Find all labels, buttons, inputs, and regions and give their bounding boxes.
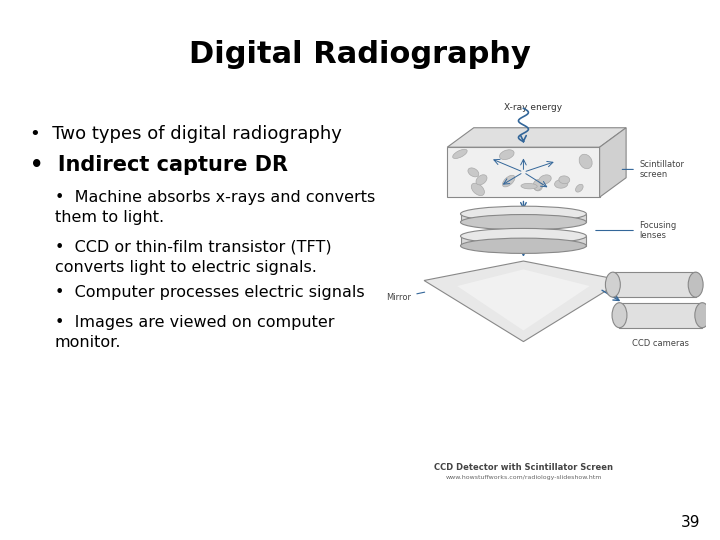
Ellipse shape bbox=[575, 184, 583, 192]
Ellipse shape bbox=[534, 180, 542, 191]
Ellipse shape bbox=[472, 183, 485, 195]
Text: •  Machine absorbs x-rays and converts
them to light.: • Machine absorbs x-rays and converts th… bbox=[55, 190, 375, 225]
Polygon shape bbox=[461, 214, 586, 222]
Ellipse shape bbox=[503, 176, 515, 187]
Text: •  Computer processes electric signals: • Computer processes electric signals bbox=[55, 285, 364, 300]
Text: •  CCD or thin-film transistor (TFT)
converts light to electric signals.: • CCD or thin-film transistor (TFT) conv… bbox=[55, 240, 332, 275]
Text: Scintillator
screen: Scintillator screen bbox=[639, 160, 684, 179]
Ellipse shape bbox=[461, 206, 586, 221]
Ellipse shape bbox=[606, 272, 621, 297]
Text: www.howstuffworks.com/radiology-slideshow.htm: www.howstuffworks.com/radiology-slidesho… bbox=[445, 475, 602, 481]
Ellipse shape bbox=[500, 150, 514, 159]
Text: X-ray energy: X-ray energy bbox=[504, 103, 562, 112]
Ellipse shape bbox=[534, 181, 543, 191]
Text: 39: 39 bbox=[680, 515, 700, 530]
Ellipse shape bbox=[461, 228, 586, 244]
Ellipse shape bbox=[559, 176, 570, 184]
Text: Focusing
lenses: Focusing lenses bbox=[639, 221, 677, 240]
Polygon shape bbox=[461, 236, 586, 246]
Ellipse shape bbox=[688, 272, 703, 297]
Ellipse shape bbox=[453, 150, 467, 159]
Polygon shape bbox=[424, 261, 623, 342]
Ellipse shape bbox=[579, 154, 592, 168]
Text: •  Indirect capture DR: • Indirect capture DR bbox=[30, 155, 288, 175]
Ellipse shape bbox=[612, 303, 627, 328]
Text: Digital Radiography: Digital Radiography bbox=[189, 40, 531, 69]
Text: •  Two types of digital radiography: • Two types of digital radiography bbox=[30, 125, 342, 143]
Text: •  Images are viewed on computer
monitor.: • Images are viewed on computer monitor. bbox=[55, 315, 335, 350]
Ellipse shape bbox=[554, 179, 568, 188]
Polygon shape bbox=[447, 147, 600, 197]
Polygon shape bbox=[619, 303, 702, 328]
Ellipse shape bbox=[695, 303, 710, 328]
Polygon shape bbox=[447, 128, 626, 147]
Text: CCD Detector with Scintillator Screen: CCD Detector with Scintillator Screen bbox=[434, 463, 613, 472]
Ellipse shape bbox=[468, 168, 479, 177]
Ellipse shape bbox=[461, 214, 586, 230]
Ellipse shape bbox=[461, 238, 586, 253]
Text: Mirror: Mirror bbox=[386, 293, 411, 302]
Ellipse shape bbox=[476, 175, 487, 185]
Polygon shape bbox=[613, 272, 696, 297]
Polygon shape bbox=[457, 269, 590, 330]
Text: CCD cameras: CCD cameras bbox=[632, 339, 689, 348]
Ellipse shape bbox=[521, 184, 537, 189]
Ellipse shape bbox=[539, 175, 552, 184]
Polygon shape bbox=[600, 128, 626, 197]
